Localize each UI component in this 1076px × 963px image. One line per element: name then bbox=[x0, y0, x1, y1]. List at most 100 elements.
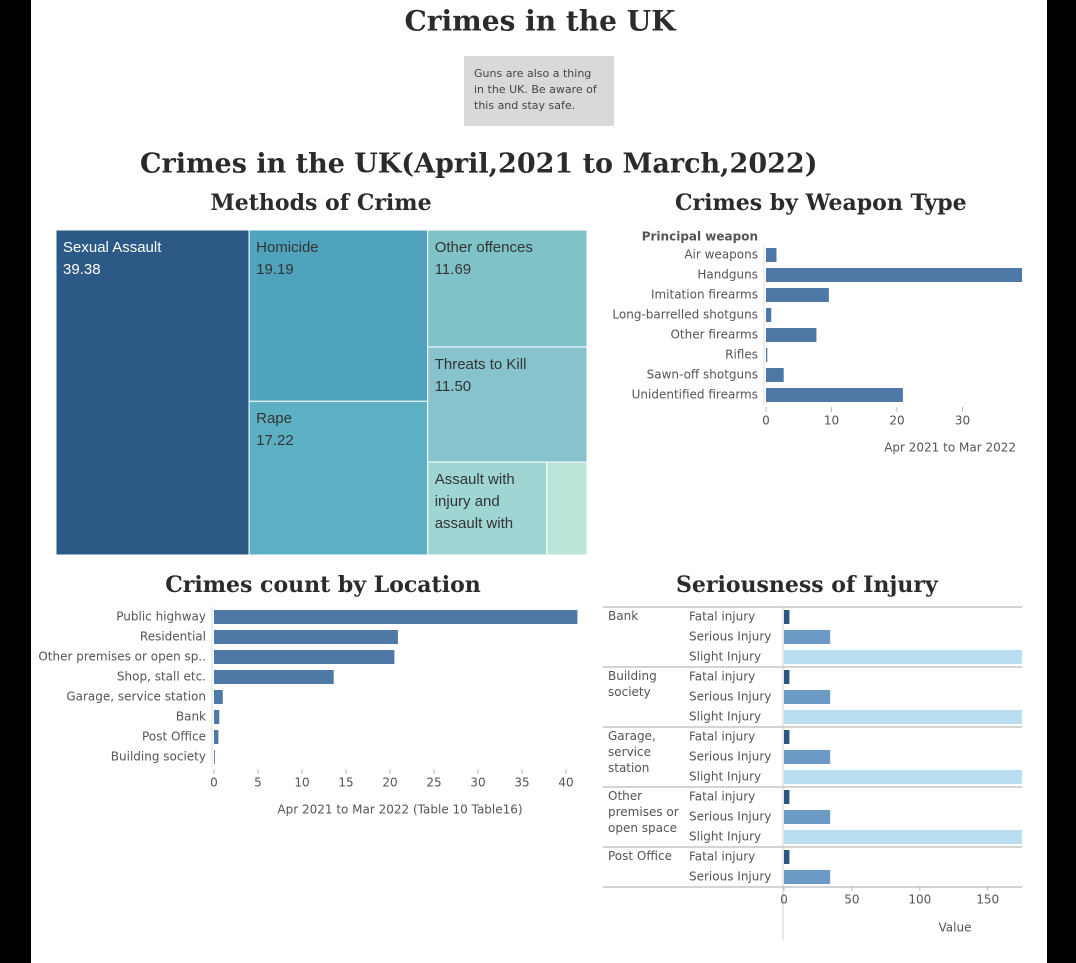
x-tick-label: 10 bbox=[824, 414, 839, 428]
bar bbox=[784, 750, 831, 764]
y-tick-label: Sawn-off shotguns bbox=[647, 368, 758, 382]
y-tick-label: Unidentified firearms bbox=[632, 388, 758, 402]
x-tick-label: 35 bbox=[514, 776, 529, 790]
bar bbox=[766, 328, 817, 342]
note-box: Guns are also a thing in the UK. Be awar… bbox=[464, 56, 614, 126]
bar bbox=[214, 630, 398, 644]
group-label-box: Post Office bbox=[608, 849, 672, 863]
group-label: Other premises or open space bbox=[608, 789, 679, 835]
x-tick-label: 40 bbox=[558, 776, 573, 790]
bar bbox=[784, 670, 790, 684]
y-tick-label: Air weapons bbox=[684, 248, 758, 262]
tile-value: 19.19 bbox=[256, 261, 294, 278]
chart-panel: Methods of Crime Sexual Assault 39.38 Homic… bbox=[55, 190, 588, 556]
bar bbox=[784, 790, 790, 804]
y-tick-label: Shop, stall etc. bbox=[117, 670, 206, 684]
tile-value: 39.38 bbox=[63, 261, 101, 278]
row-label: Fatal injury bbox=[689, 610, 755, 624]
bar bbox=[784, 850, 790, 864]
x-tick-label: 30 bbox=[470, 776, 485, 790]
tile-category: Other offences bbox=[434, 239, 533, 256]
x-tick-label: 0 bbox=[762, 414, 770, 428]
subtitle-clip: Crimes in the UK(April,2021 to March,202… bbox=[140, 149, 817, 180]
tile-label-box: Rape 17.22 bbox=[249, 401, 428, 555]
x-axis-label: Value bbox=[939, 921, 972, 935]
tile-label: Sexual Assault 39.38 bbox=[56, 230, 249, 555]
bar bbox=[784, 610, 790, 624]
bar bbox=[784, 870, 831, 884]
chart-title: Methods of Crime bbox=[210, 190, 431, 216]
tile-label: Other offences 11.69 bbox=[428, 230, 587, 347]
tile-label: Homicide 19.19 bbox=[249, 230, 428, 401]
y-tick-label: Other firearms bbox=[670, 328, 758, 342]
x-tick-label: 0 bbox=[780, 893, 788, 907]
y-tick-label: Bank bbox=[176, 710, 206, 724]
x-axis-label: Apr 2021 to Mar 2022 bbox=[884, 441, 1016, 455]
group-label-box: Garage, service station bbox=[608, 729, 656, 775]
tile-category: Rape bbox=[256, 410, 292, 428]
group-label-box: Bank bbox=[608, 609, 638, 623]
row-label: Slight Injury bbox=[689, 770, 761, 784]
group-label: Garage, service station bbox=[608, 729, 656, 775]
tile-label-box: Other offences 11.69 bbox=[428, 230, 587, 347]
note: Guns are also a thing in the UK. Be awar… bbox=[464, 56, 614, 126]
bar bbox=[766, 268, 1022, 282]
tile-label-box: Assault with injury and assault with bbox=[435, 471, 515, 532]
bar bbox=[214, 670, 334, 684]
tile-category: Sexual Assault bbox=[63, 239, 162, 256]
group-label-box: Building society bbox=[608, 669, 657, 699]
tile-label-box: Homicide 19.19 bbox=[249, 230, 428, 401]
y-tick-label: Other premises or open sp.. bbox=[38, 650, 206, 664]
row-label: Slight Injury bbox=[689, 830, 761, 844]
chart-title: Crimes by Weapon Type bbox=[675, 190, 967, 216]
bar bbox=[784, 810, 831, 824]
column-header: Principal weapon bbox=[642, 230, 758, 244]
bar bbox=[766, 248, 777, 262]
subtitle: Crimes in the UK(April,2021 to March,202… bbox=[140, 149, 817, 180]
x-tick-label: 20 bbox=[382, 776, 397, 790]
tile bbox=[546, 461, 588, 556]
y-tick-label: Rifles bbox=[725, 348, 758, 362]
bar bbox=[766, 348, 768, 362]
row-label: Serious Injury bbox=[689, 750, 771, 764]
tile bbox=[55, 229, 250, 556]
tile-category: Homicide bbox=[256, 239, 319, 256]
bar bbox=[784, 770, 1022, 784]
tile-label-box: Sexual Assault 39.38 bbox=[56, 230, 249, 555]
row-label: Serious Injury bbox=[689, 870, 771, 884]
tile bbox=[248, 400, 429, 556]
bar bbox=[214, 650, 395, 664]
y-tick-label: Long-barrelled shotguns bbox=[612, 308, 758, 322]
bar bbox=[214, 610, 578, 624]
y-tick-label: Residential bbox=[140, 630, 206, 644]
y-tick-label: Handguns bbox=[697, 268, 758, 282]
main-title: Crimes in the UK bbox=[405, 5, 678, 38]
x-tick-label: 10 bbox=[294, 776, 309, 790]
bar bbox=[214, 750, 215, 764]
tile-value: 11.50 bbox=[434, 377, 472, 395]
row-label: Fatal injury bbox=[689, 670, 755, 684]
bar bbox=[214, 690, 223, 704]
y-tick-label: Imitation firearms bbox=[651, 288, 758, 302]
bar bbox=[784, 690, 831, 704]
row-label: Slight Injury bbox=[689, 650, 761, 664]
row-label: Serious Injury bbox=[689, 810, 771, 824]
chart-title: Seriousness of Injury bbox=[676, 572, 939, 598]
bar bbox=[784, 650, 1022, 664]
y-tick-label: Post Office bbox=[142, 730, 206, 744]
group-label: Building society bbox=[608, 669, 657, 699]
bar bbox=[766, 288, 829, 302]
tile-label: Rape 17.22 bbox=[249, 401, 428, 555]
bar bbox=[784, 830, 1022, 844]
tile-label: Threats to Kill 11.50 bbox=[428, 347, 587, 462]
x-tick-label: 5 bbox=[254, 776, 262, 790]
group-label-box: Other premises or open space bbox=[608, 789, 679, 835]
bar bbox=[214, 710, 220, 724]
bar bbox=[766, 308, 772, 322]
bar bbox=[784, 630, 831, 644]
chart-panel: Crimes count by Location Public highway Re… bbox=[38, 572, 578, 817]
row-label: Slight Injury bbox=[689, 710, 761, 724]
x-tick-label: 20 bbox=[889, 414, 904, 428]
row-label: Fatal injury bbox=[689, 850, 755, 864]
